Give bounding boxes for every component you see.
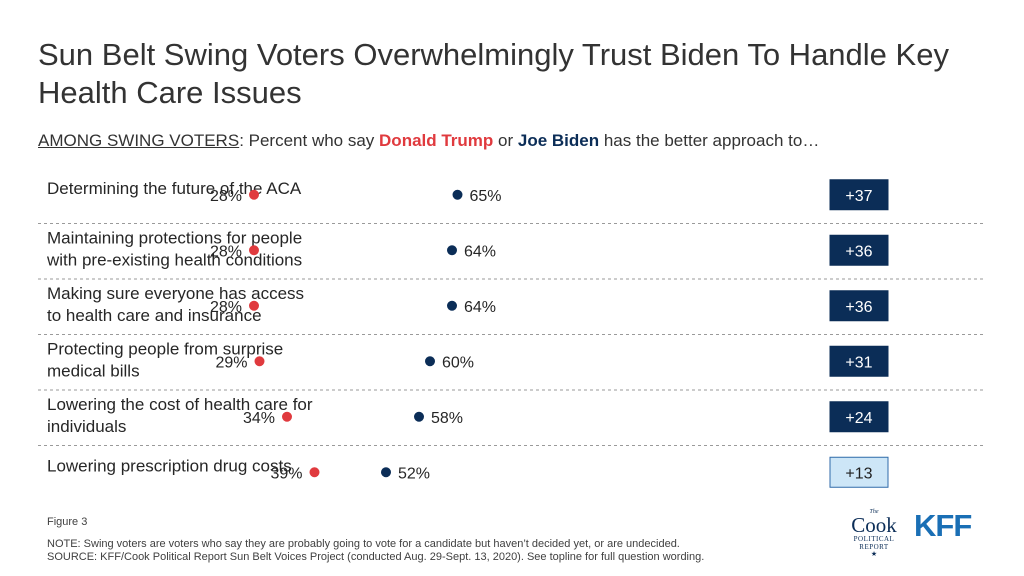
figure-number: Figure 3 <box>47 516 88 528</box>
biden-dot <box>381 467 391 478</box>
difference-box <box>829 401 889 433</box>
difference-value: +24 <box>845 410 872 427</box>
cook-logo-name: Cook <box>851 513 897 537</box>
biden-dot <box>452 189 463 200</box>
row-label: Determining the future of the ACA <box>47 179 302 198</box>
biden-value-label: 64% <box>464 243 496 260</box>
row-label-line: to health care and insurance <box>47 306 262 325</box>
biden-value-label: 64% <box>464 299 496 316</box>
biden-dot <box>414 411 424 422</box>
trump-value-label: 28% <box>210 243 242 260</box>
trump-value-label: 34% <box>243 410 275 427</box>
difference-box <box>829 234 889 266</box>
row-label-line: individuals <box>47 417 126 436</box>
trump-dot <box>249 300 259 311</box>
kff-logo: KFF <box>914 508 972 543</box>
trump-value-label: 28% <box>210 188 242 205</box>
row-label-line: with pre-existing health conditions <box>46 250 302 269</box>
difference-value: +37 <box>845 188 872 205</box>
row-label: Making sure everyone has access to health… <box>47 284 304 325</box>
biden-value-label: 52% <box>398 465 430 482</box>
cook-political-report-logo: The Cook POLITICAL REPORT ★ <box>843 509 905 559</box>
row-label-line: Lowering prescription drug costs <box>47 456 292 475</box>
subtitle-suffix: has the better approach to… <box>599 131 820 150</box>
trump-value-label: 29% <box>215 354 247 371</box>
subtitle-or: or <box>493 131 518 150</box>
trump-dot <box>254 356 265 367</box>
trump-value-label: 39% <box>270 465 302 482</box>
difference-value: +36 <box>845 299 872 316</box>
row-label: Lowering the cost of health care for indi… <box>47 395 313 436</box>
row-label-line: Maintaining protections for people <box>47 228 302 247</box>
cook-logo-the: The <box>869 509 879 515</box>
trump-dot <box>249 189 259 200</box>
legend-trump: Donald Trump <box>379 131 494 150</box>
trump-dot <box>282 411 292 422</box>
difference-value: +36 <box>845 243 872 260</box>
trump-dot <box>309 467 320 478</box>
biden-value-label: 58% <box>431 410 463 427</box>
trump-value-label: 28% <box>210 299 242 316</box>
trump-dot <box>249 245 259 256</box>
row-label: Lowering prescription drug costs <box>47 456 292 475</box>
row-label: Protecting people from surprise medical b… <box>47 339 283 380</box>
chart-subtitle: AMONG SWING VOTERS: Percent who say Dona… <box>38 131 819 151</box>
footnote-note: NOTE: Swing voters are voters who say th… <box>47 538 680 550</box>
difference-box <box>829 290 889 322</box>
cook-logo-report: REPORT <box>859 543 889 551</box>
star-icon: ★ <box>870 551 878 558</box>
biden-value-label: 65% <box>470 188 502 205</box>
difference-box <box>829 456 889 488</box>
footnote: NOTE: Swing voters are voters who say th… <box>47 538 704 564</box>
biden-dot <box>447 300 457 311</box>
row-label-line: medical bills <box>47 361 140 380</box>
biden-dot <box>425 356 435 367</box>
legend-biden: Joe Biden <box>517 131 600 150</box>
row-label: Maintaining protections for people with p… <box>46 228 302 269</box>
cook-logo-political: POLITICAL <box>853 535 895 543</box>
difference-value: +31 <box>845 354 872 371</box>
row-label-line: Lowering the cost of health care for <box>47 395 313 414</box>
difference-value: +13 <box>845 465 872 482</box>
difference-box <box>829 179 889 211</box>
subtitle-group: AMONG SWING VOTERS <box>38 131 240 150</box>
biden-value-label: 60% <box>442 354 474 371</box>
difference-box <box>829 345 889 377</box>
chart-title: Sun Belt Swing Voters Overwhelmingly Tru… <box>38 37 949 110</box>
row-label-line: Making sure everyone has access <box>47 284 304 303</box>
row-label-line: Protecting people from surprise <box>47 339 283 358</box>
subtitle-text: : Percent who say <box>239 131 380 150</box>
footnote-source: SOURCE: KFF/Cook Political Report Sun Be… <box>47 551 705 563</box>
biden-dot <box>447 245 457 256</box>
row-label-line: Determining the future of the ACA <box>47 179 302 198</box>
